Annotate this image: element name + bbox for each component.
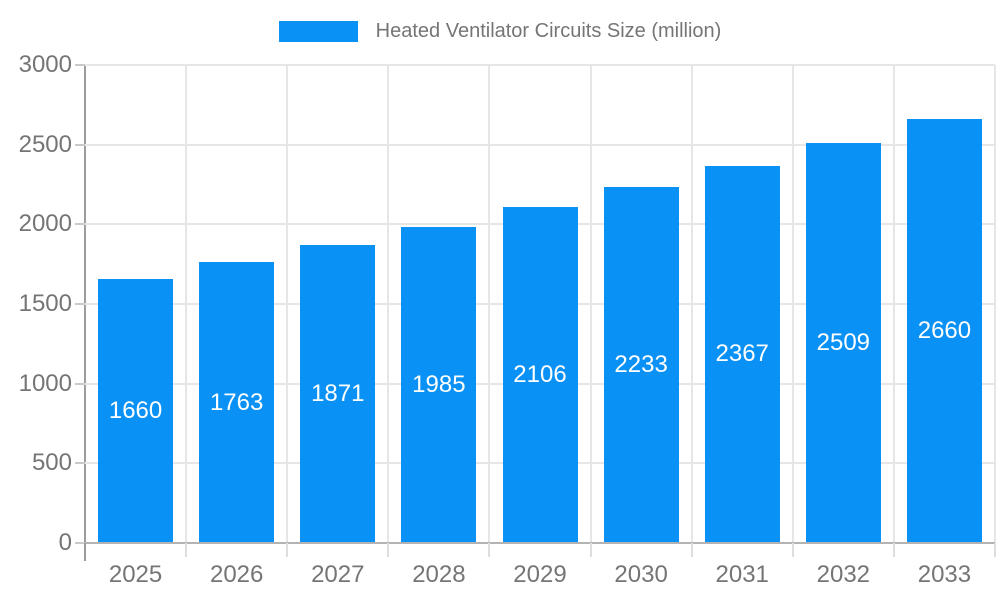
x-tick-mark [791, 543, 794, 557]
x-tick-mark [185, 543, 188, 557]
bar: 2509 [805, 143, 881, 543]
legend-swatch-icon [278, 21, 358, 42]
bar-value-label: 2509 [816, 329, 871, 357]
v-gridline [690, 65, 693, 543]
bar-value-label: 2367 [715, 340, 769, 368]
bar: 2106 [502, 207, 578, 543]
y-tick-label: 3000 [18, 51, 72, 78]
plot-area: 1660 1763 1871 1985 2106 2233 2367 2509 2660 [85, 64, 996, 543]
x-tick-mark [84, 543, 86, 561]
x-tick-mark [892, 543, 895, 557]
bar: 1871 [300, 244, 376, 543]
x-tick-mark [690, 543, 693, 557]
y-axis-line [84, 65, 86, 561]
bar-value-label: 1985 [412, 370, 466, 398]
x-tick-label: 2030 [614, 561, 668, 588]
bar-value-label: 2233 [614, 351, 668, 379]
x-tick-mark [994, 543, 996, 557]
y-tick-label: 2000 [18, 210, 72, 238]
y-tick-label: 1000 [18, 369, 72, 397]
v-gridline [185, 65, 188, 543]
bar-value-label: 2106 [513, 361, 567, 389]
x-tick-label: 2026 [209, 561, 264, 588]
bar-value-label: 2660 [917, 317, 972, 345]
y-tick-label: 500 [31, 449, 72, 477]
bar-value-label: 1871 [311, 379, 365, 407]
y-tick-mark [75, 382, 85, 385]
h-gridline [85, 64, 995, 66]
x-tick-mark [488, 543, 491, 557]
bar: 1763 [199, 262, 275, 543]
y-tick-mark [75, 542, 85, 544]
x-tick-mark [589, 543, 592, 557]
y-tick-mark [75, 223, 85, 226]
v-gridline [286, 65, 289, 543]
y-tick-label: 0 [58, 529, 72, 556]
bar-value-label: 1763 [209, 388, 264, 416]
legend-label: Heated Ventilator Circuits Size (million… [375, 20, 722, 42]
y-tick-mark [75, 462, 85, 465]
y-tick-label: 1500 [18, 290, 72, 317]
bar: 1985 [401, 226, 477, 543]
v-gridline [994, 65, 996, 543]
x-tick-mark [387, 543, 390, 557]
v-gridline [791, 65, 794, 543]
x-tick-mark [286, 543, 289, 557]
y-tick-mark [75, 303, 85, 305]
y-tick-mark [75, 143, 85, 146]
x-tick-label: 2029 [513, 561, 567, 588]
x-tick-label: 2031 [715, 561, 769, 588]
v-gridline [488, 65, 491, 543]
x-tick-label: 2025 [108, 561, 163, 588]
v-gridline [892, 65, 895, 543]
x-tick-label: 2033 [917, 561, 972, 588]
bar: 2367 [704, 165, 780, 543]
x-tick-label: 2032 [816, 561, 871, 588]
bar: 2233 [603, 187, 679, 543]
h-gridline [85, 143, 995, 146]
x-tick-label: 2027 [311, 561, 365, 588]
x-tick-label: 2028 [412, 561, 466, 588]
y-tick-label: 2500 [18, 130, 72, 158]
x-axis-line [85, 542, 995, 544]
bar: 2660 [906, 119, 982, 543]
v-gridline [387, 65, 390, 543]
chart-legend[interactable]: Heated Ventilator Circuits Size (million… [0, 20, 1000, 43]
bar-value-label: 1660 [108, 396, 163, 424]
y-tick-mark [75, 64, 85, 66]
v-gridline [589, 65, 592, 543]
bar: 1660 [98, 278, 174, 543]
